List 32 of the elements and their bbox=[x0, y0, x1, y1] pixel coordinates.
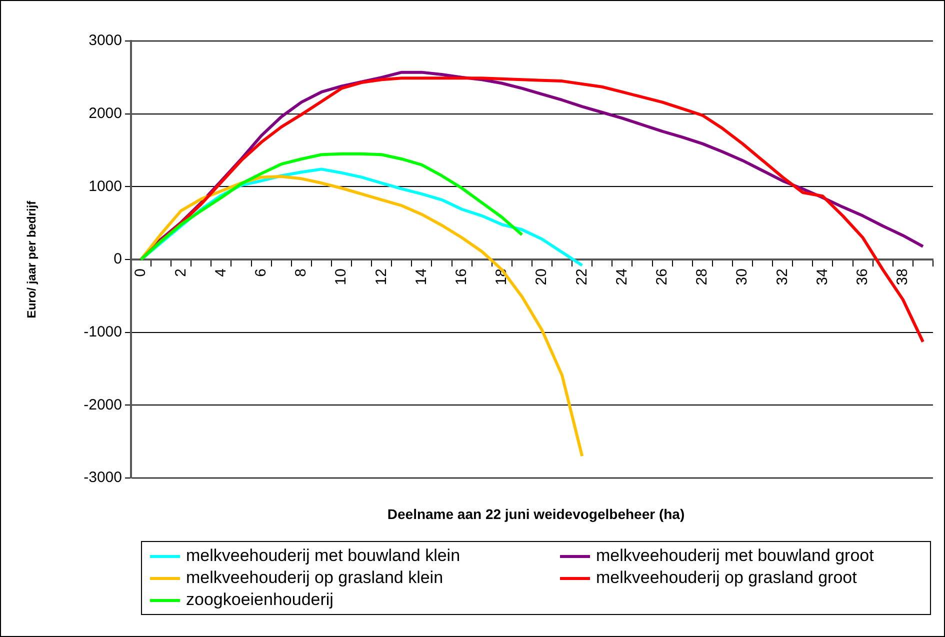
legend-label: melkveehouderij op grasland klein bbox=[186, 568, 444, 588]
y-tick-label: 2000 bbox=[88, 104, 122, 122]
x-axis-title: Deelname aan 22 juni weidevogelbeheer (ha) bbox=[386, 506, 686, 522]
x-tick-label: 26 bbox=[653, 268, 670, 286]
y-axis-title: Euro/ jaar per bedrijf bbox=[24, 200, 39, 318]
x-tick-label: 36 bbox=[854, 268, 871, 286]
legend-label: melkveehouderij op grasland groot bbox=[596, 568, 857, 588]
x-tick-label: 30 bbox=[734, 268, 751, 286]
x-tick-label: 6 bbox=[252, 268, 270, 277]
legend-label: melkveehouderij met bouwland groot bbox=[596, 546, 874, 566]
x-tick-label: 28 bbox=[694, 268, 711, 286]
x-tick-label: 22 bbox=[573, 268, 590, 286]
x-tick-label: 16 bbox=[452, 268, 470, 286]
x-tick-label: 34 bbox=[814, 268, 831, 286]
y-tick-label: -1000 bbox=[84, 323, 122, 340]
y-tick-label: 1000 bbox=[88, 178, 122, 195]
legend-label: melkveehouderij met bouwland klein bbox=[186, 546, 460, 566]
x-tick-label: 2 bbox=[172, 268, 190, 277]
x-tick-label: 24 bbox=[613, 268, 630, 286]
legend-label: zoogkoeienhouderij bbox=[186, 590, 334, 610]
x-tick-label: 14 bbox=[412, 268, 430, 286]
y-tick-label: -3000 bbox=[84, 469, 122, 486]
x-tick-label: 4 bbox=[212, 268, 230, 277]
x-tick-label: 8 bbox=[292, 268, 310, 277]
y-tick-label: -2000 bbox=[84, 396, 122, 414]
x-tick-label: 0 bbox=[132, 268, 150, 277]
x-tick-label: 12 bbox=[372, 268, 390, 286]
x-tick-label: 38 bbox=[894, 268, 912, 286]
y-tick-label: 3000 bbox=[88, 32, 122, 50]
x-tick-label: 32 bbox=[774, 268, 791, 286]
x-tick-label: 10 bbox=[332, 268, 350, 286]
x-tick-label: 20 bbox=[533, 268, 550, 286]
